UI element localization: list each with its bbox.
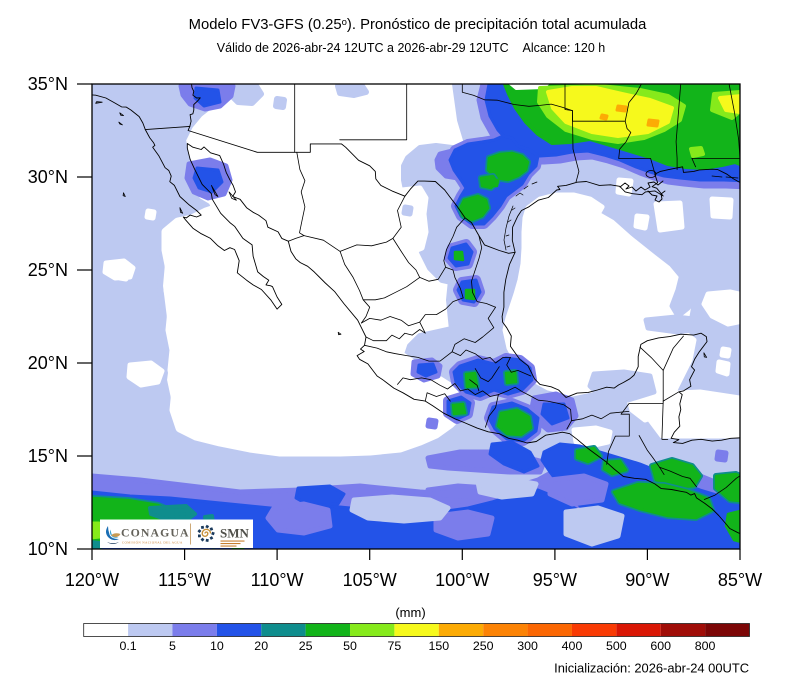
svg-text:0.1: 0.1	[119, 639, 136, 653]
svg-text:25°N: 25°N	[28, 260, 68, 280]
svg-text:30°N: 30°N	[28, 167, 68, 187]
svg-text:150: 150	[428, 639, 449, 653]
svg-text:(mm): (mm)	[395, 605, 425, 620]
svg-text:500: 500	[606, 639, 627, 653]
svg-text:SMN: SMN	[220, 526, 250, 541]
svg-text:CONAGUA: CONAGUA	[121, 526, 190, 540]
svg-text:Modelo FV3-GFS (0.25o). Pronós: Modelo FV3-GFS (0.25o). Pronóstico de pr…	[189, 17, 647, 33]
svg-text:85°W: 85°W	[718, 570, 762, 590]
svg-text:COMISIÓN NACIONAL DEL AGUA: COMISIÓN NACIONAL DEL AGUA	[122, 540, 183, 545]
svg-text:250: 250	[473, 639, 494, 653]
svg-text:50: 50	[343, 639, 357, 653]
svg-text:75: 75	[388, 639, 402, 653]
svg-text:25: 25	[299, 639, 313, 653]
svg-text:Inicialización: 2026-abr-24 00: Inicialización: 2026-abr-24 00UTC	[554, 661, 749, 676]
svg-text:5: 5	[169, 639, 176, 653]
svg-text:15°N: 15°N	[28, 446, 68, 466]
svg-text:95°W: 95°W	[533, 570, 577, 590]
svg-text:20: 20	[254, 639, 268, 653]
svg-text:10: 10	[210, 639, 224, 653]
svg-text:800: 800	[695, 639, 716, 653]
svg-text:90°W: 90°W	[625, 570, 669, 590]
svg-text:600: 600	[650, 639, 671, 653]
svg-text:110°W: 110°W	[251, 570, 304, 590]
svg-text:400: 400	[562, 639, 583, 653]
svg-text:35°N: 35°N	[28, 74, 68, 94]
svg-text:300: 300	[517, 639, 538, 653]
svg-text:120°W: 120°W	[65, 570, 119, 590]
svg-text:100°W: 100°W	[435, 570, 489, 590]
svg-text:20°N: 20°N	[28, 353, 68, 373]
svg-text:Válido de 2026-abr-24 12UTC a: Válido de 2026-abr-24 12UTC a 2026-abr-2…	[217, 41, 605, 55]
svg-text:115°W: 115°W	[158, 570, 211, 590]
svg-text:10°N: 10°N	[28, 539, 68, 559]
svg-text:105°W: 105°W	[343, 570, 397, 590]
